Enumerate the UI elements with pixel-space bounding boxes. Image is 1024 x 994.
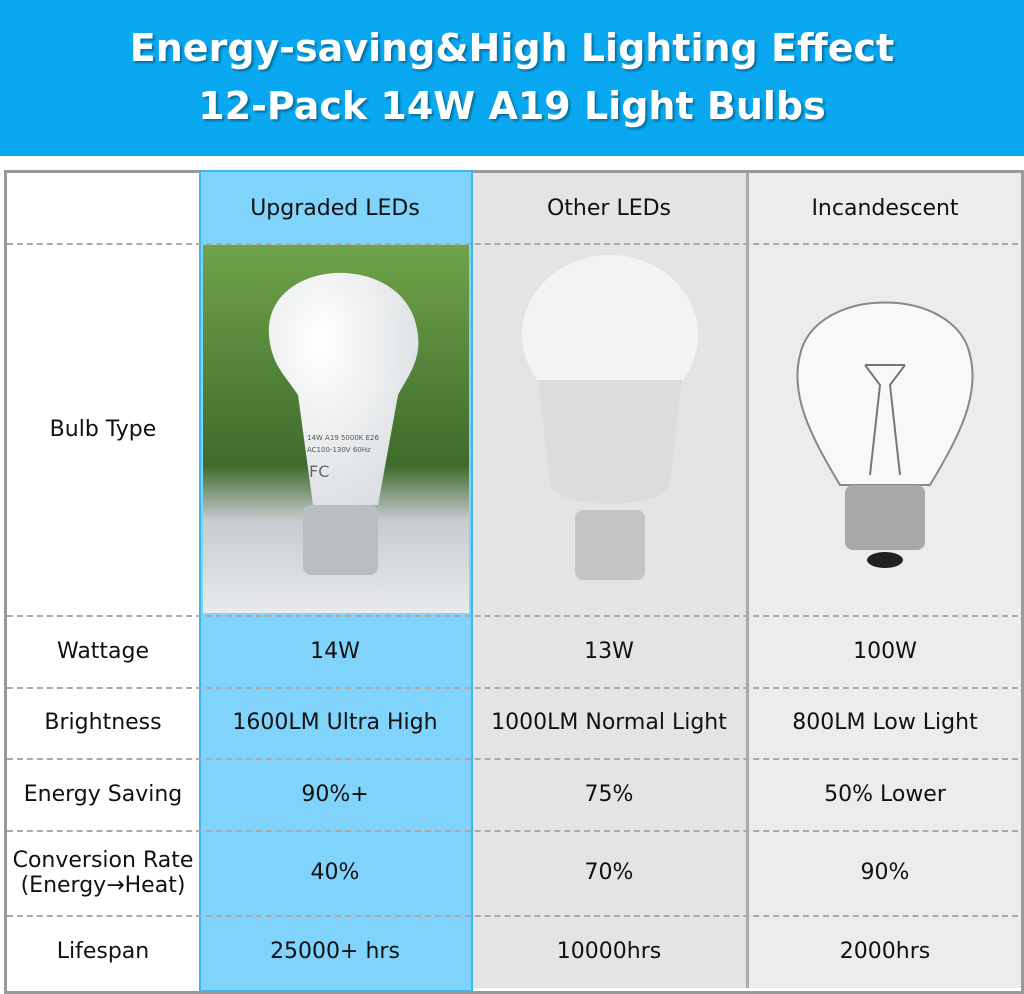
cell-value: 40% (310, 860, 360, 885)
cell-value: 90%+ (301, 781, 369, 807)
row-label-line: Energy Saving (23, 781, 183, 807)
row-label: Conversion Rate (Energy→Heat) (7, 830, 199, 915)
bulb-image (796, 301, 974, 568)
cell-value: 1000LM Normal Light (491, 710, 727, 735)
cell-value: 2000hrs (839, 939, 931, 964)
cell-value: 90% (860, 860, 910, 885)
row-label-line: Wattage (56, 638, 150, 664)
cell-value: 70% (584, 860, 634, 885)
column-header: Upgraded LEDs (250, 195, 420, 221)
cell-value: 100W (853, 638, 917, 664)
row-label-line: Brightness (44, 710, 162, 735)
row-separator (7, 615, 1018, 617)
column-header: Other LEDs (546, 195, 672, 221)
bulb-print: AC100-130V 60Hz (307, 446, 371, 454)
row-label: Wattage (7, 615, 199, 687)
column-header: Incandescent (811, 195, 959, 221)
bulb-image: 14W A19 5000K E26 AC100-130V 60Hz FC (203, 245, 469, 613)
row-label: Energy Saving (7, 758, 199, 830)
title-line: Energy-saving&High Lighting Effect (129, 26, 895, 70)
cell-value: 50% Lower (824, 781, 946, 807)
row-label-line: (Energy→Heat) (20, 872, 186, 898)
bulb-image (522, 255, 698, 580)
row-label-line: Conversion Rate (12, 847, 194, 873)
title-line: 12-Pack 14W A19 Light Bulbs (198, 84, 826, 128)
row-separator (7, 243, 1018, 245)
cell-value: 800LM Low Light (792, 710, 978, 735)
cell-value: 25000+ hrs (270, 939, 400, 964)
row-separator (7, 915, 1018, 917)
row-separator (7, 758, 1018, 760)
cell-value: 1600LM Ultra High (232, 710, 438, 735)
row-label: Bulb Type (49, 416, 157, 442)
cell-value: 75% (584, 781, 634, 807)
row-separator (7, 687, 1018, 689)
row-label-line: Lifespan (56, 939, 150, 964)
cell-value: 14W (310, 638, 360, 664)
row-separator (7, 830, 1018, 832)
cell-value: 10000hrs (556, 939, 662, 964)
header-banner: Energy-saving&High Lighting Effect 12-Pa… (0, 0, 1024, 156)
bulb-print: FC (309, 462, 329, 481)
row-label: Brightness (7, 687, 199, 758)
cell-value: 13W (584, 638, 634, 664)
bulb-print: 14W A19 5000K E26 (307, 434, 379, 442)
row-label: Lifespan (7, 915, 199, 988)
